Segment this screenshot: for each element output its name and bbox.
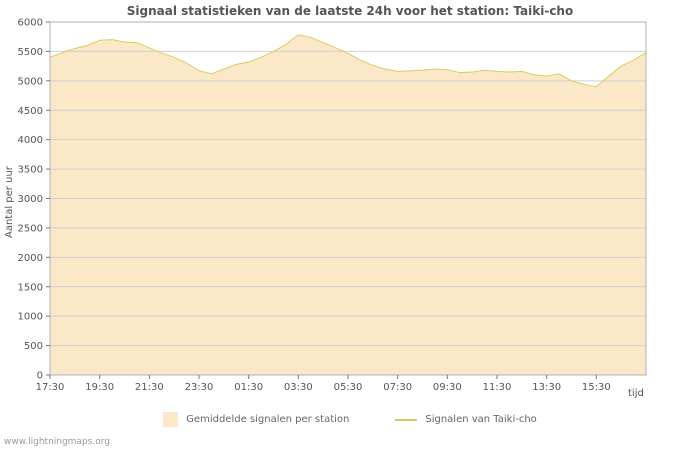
- x-axis-label: tijd: [628, 388, 644, 399]
- svg-text:5000: 5000: [18, 76, 43, 87]
- svg-text:500: 500: [24, 341, 43, 352]
- svg-text:21:30: 21:30: [135, 382, 164, 393]
- legend: Gemiddelde signalen per station Signalen…: [0, 412, 700, 427]
- svg-text:1500: 1500: [18, 282, 43, 293]
- svg-text:13:30: 13:30: [532, 382, 561, 393]
- svg-text:1000: 1000: [18, 312, 43, 323]
- area-series: [50, 34, 646, 376]
- svg-text:17:30: 17:30: [36, 382, 65, 393]
- legend-line-swatch: [395, 418, 418, 421]
- legend-area-swatch: [163, 412, 179, 427]
- y-axis-label: Aantal per uur: [4, 166, 15, 238]
- svg-text:09:30: 09:30: [433, 382, 462, 393]
- svg-text:05:30: 05:30: [334, 382, 363, 393]
- svg-text:15:30: 15:30: [582, 382, 611, 393]
- x-axis-ticks: 17:30 19:30 21:30 23:30 01:30 03:30 05:30 07:30…: [36, 375, 611, 393]
- legend-area-label: Gemiddelde signalen per station: [186, 414, 350, 425]
- svg-text:11:30: 11:30: [483, 382, 512, 393]
- svg-text:3500: 3500: [18, 165, 43, 176]
- svg-text:3000: 3000: [18, 194, 43, 205]
- legend-line-label: Signalen van Taiki-cho: [425, 414, 537, 425]
- svg-text:23:30: 23:30: [185, 382, 214, 393]
- svg-text:07:30: 07:30: [383, 382, 412, 393]
- svg-text:5500: 5500: [18, 47, 43, 58]
- svg-text:01:30: 01:30: [234, 382, 263, 393]
- station-line-series: [49, 34, 647, 88]
- legend-item-average: Gemiddelde signalen per station: [163, 412, 349, 427]
- svg-text:4000: 4000: [18, 135, 43, 146]
- watermark: www.lightningmaps.org: [4, 437, 110, 447]
- svg-text:2000: 2000: [18, 253, 43, 264]
- svg-text:03:30: 03:30: [284, 382, 313, 393]
- legend-item-station: Signalen van Taiki-cho: [395, 414, 537, 425]
- y-axis-ticks: 0 500 1000 1500 2000 2500 3000 3500 4000 4500 5000…: [18, 18, 50, 382]
- svg-text:0: 0: [37, 371, 43, 382]
- chart-title: Signaal statistieken van de laatste 24h …: [126, 4, 574, 18]
- svg-text:6000: 6000: [18, 18, 43, 29]
- svg-text:4500: 4500: [18, 106, 43, 117]
- svg-text:19:30: 19:30: [85, 382, 114, 393]
- svg-text:2500: 2500: [18, 223, 43, 234]
